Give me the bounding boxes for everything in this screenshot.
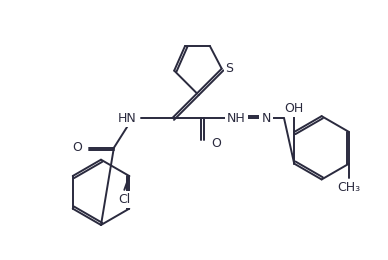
Text: S: S	[225, 62, 234, 75]
Text: O: O	[211, 137, 221, 150]
Text: N: N	[261, 112, 271, 125]
Text: Cl: Cl	[118, 193, 130, 206]
Text: NH: NH	[227, 112, 246, 125]
Text: OH: OH	[284, 102, 304, 115]
Text: CH₃: CH₃	[338, 181, 360, 194]
Text: HN: HN	[118, 112, 137, 125]
Text: O: O	[72, 141, 82, 154]
